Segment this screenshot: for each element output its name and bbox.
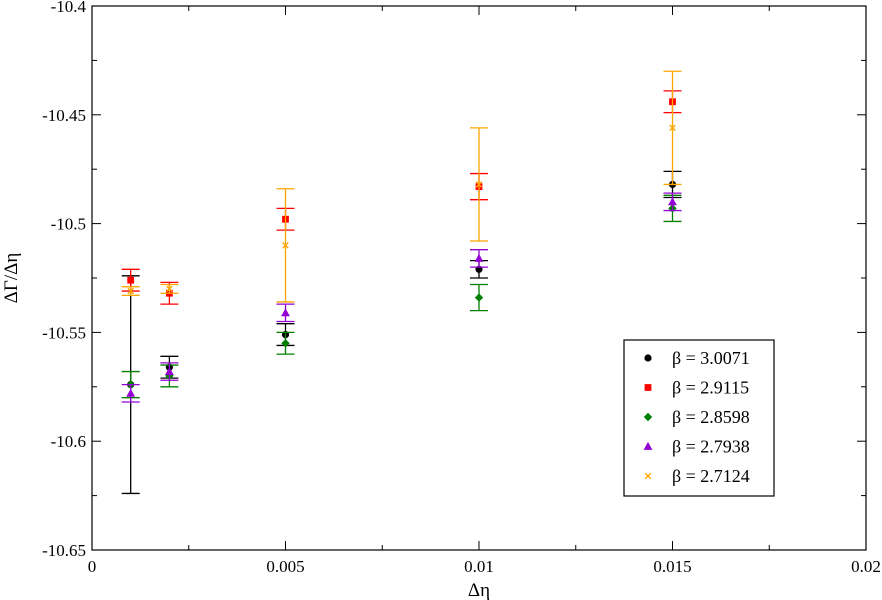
data-point [127,287,134,295]
legend-marker [644,354,652,362]
y-tick-label: -10.65 [42,541,86,560]
x-marker-stroke [127,287,134,295]
axis-ticks: 0 0.005 0.01 0.015 0.02 -10.65 -10.6 -10.55 -10.… [42,0,881,576]
series-group [121,70,682,303]
x-axis-label: Δη [468,580,490,600]
data-point [475,181,483,188]
data-point [668,197,677,206]
data-point [165,366,174,375]
y-tick-label: -10.5 [51,215,86,234]
y-tick-label: -10.45 [42,106,86,125]
legend-marker [644,384,652,391]
data-point [281,308,290,317]
data-point [166,285,173,293]
legend-marker [644,472,652,480]
y-tick-label: -10.55 [42,323,86,342]
x-marker-stroke [282,242,289,249]
legend-label: β = 2.7938 [672,437,750,457]
data-point [282,242,289,249]
series-group [121,192,682,403]
y-tick-label: -10.4 [51,0,87,16]
legend-label: β = 2.9115 [672,378,749,398]
y-tick-label: -10.6 [51,432,86,451]
legend-marker [643,412,653,422]
legend-label: β = 2.8598 [672,407,750,427]
data-point [127,276,135,284]
data-point [474,253,484,262]
data-point [281,339,290,348]
legend-label: β = 3.0071 [672,348,750,368]
data-point [669,124,676,132]
x-marker-stroke [475,181,483,188]
legend: β = 3.0071 β = 2.9115 β = 2.8598 β = 2.7938… [623,339,775,497]
x-marker-stroke [644,472,652,480]
legend-label: β = 2.7124 [672,466,750,486]
data-point [126,388,136,397]
x-tick-label: 0.01 [464,557,494,576]
data-point [474,293,484,302]
y-axis-label: ΔΓ/Δη [1,253,22,304]
x-tick-label: 0.02 [851,557,881,576]
x-tick-label: 0 [88,557,97,576]
x-tick-label: 0.015 [653,557,691,576]
x-marker-stroke [669,124,676,132]
x-tick-label: 0.005 [266,557,304,576]
x-marker-stroke [166,285,173,293]
data-marks [121,70,682,495]
legend-marker [643,441,653,450]
